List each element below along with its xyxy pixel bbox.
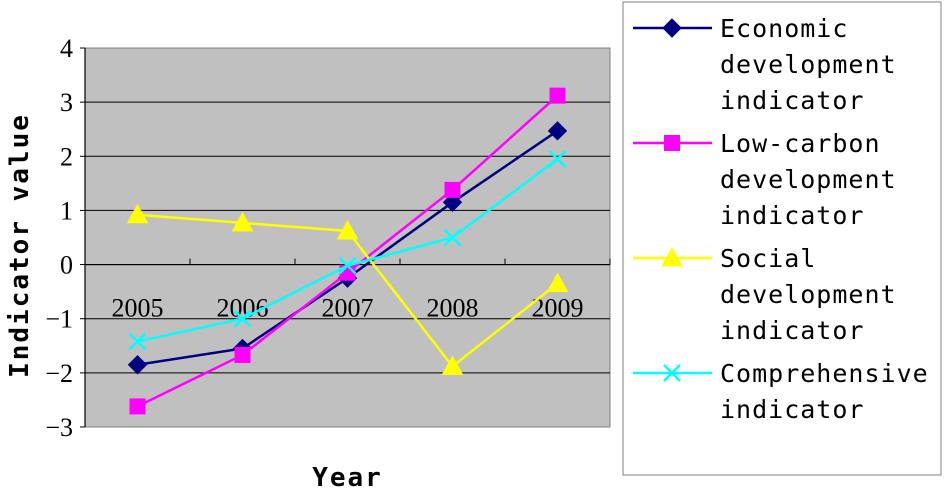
legend-marker xyxy=(663,364,681,382)
data-point xyxy=(234,346,251,363)
data-point xyxy=(546,272,569,293)
y-tick-label: 3 xyxy=(60,88,73,117)
data-point xyxy=(128,332,147,351)
series-group xyxy=(126,87,569,415)
legend-item: Social development indicator xyxy=(633,244,897,345)
legend-label: indicator xyxy=(720,86,864,115)
x-tick-labels: 2005 2006 2007 2008 2009 xyxy=(112,294,584,323)
legend-label: Low-carbon xyxy=(720,129,881,158)
legend-marker xyxy=(661,246,683,267)
series-2 xyxy=(129,87,566,415)
legend-item: Economic development indicator xyxy=(633,14,897,115)
y-tick-label: −1 xyxy=(45,305,73,334)
data-point xyxy=(231,211,254,232)
legend-label: Social xyxy=(720,244,816,273)
data-point xyxy=(547,121,568,141)
legend-marker xyxy=(662,18,682,38)
data-point xyxy=(549,87,566,104)
legend-label: indicator xyxy=(720,316,864,345)
legend-label: indicator xyxy=(720,201,864,230)
legend-label: Economic xyxy=(720,14,848,43)
data-point xyxy=(338,256,357,275)
y-tick-label: 1 xyxy=(60,196,73,225)
data-point xyxy=(444,181,461,198)
x-axis-title: Year xyxy=(312,463,383,490)
x-tick-label: 2007 xyxy=(322,294,374,323)
x-tick-label: 2008 xyxy=(427,294,479,323)
legend-label: development xyxy=(720,50,897,79)
series-4 xyxy=(128,150,567,351)
y-tick-label: −2 xyxy=(45,359,73,388)
y-axis-title: Indicator value xyxy=(5,113,35,378)
legend-item: Comprehensive indicator xyxy=(633,359,929,424)
legend: Economic development indicator Low-carbon de… xyxy=(622,1,942,476)
legend-label: Comprehensive xyxy=(720,359,929,388)
y-tick-label: −3 xyxy=(45,413,73,442)
legend-label: indicator xyxy=(720,395,864,424)
legend-box xyxy=(622,1,942,476)
y-tick-label: 4 xyxy=(60,34,73,63)
y-tick-labels: 4 3 2 1 0 −1 −2 −3 xyxy=(45,34,73,442)
data-point xyxy=(233,309,252,328)
data-point xyxy=(441,355,464,375)
data-point xyxy=(127,355,148,375)
y-tick-label: 0 xyxy=(60,251,73,280)
data-point xyxy=(126,203,149,224)
legend-label: development xyxy=(720,280,897,309)
data-point xyxy=(129,398,146,415)
data-point xyxy=(443,228,462,247)
y-tick-label: 2 xyxy=(60,142,73,171)
data-point xyxy=(548,150,567,168)
legend-marker xyxy=(664,135,680,151)
data-point xyxy=(336,219,359,240)
x-tick-label: 2005 xyxy=(112,294,164,323)
legend-label: development xyxy=(720,165,897,194)
series-3 xyxy=(126,203,569,375)
legend-item: Low-carbon development indicator xyxy=(633,129,897,230)
